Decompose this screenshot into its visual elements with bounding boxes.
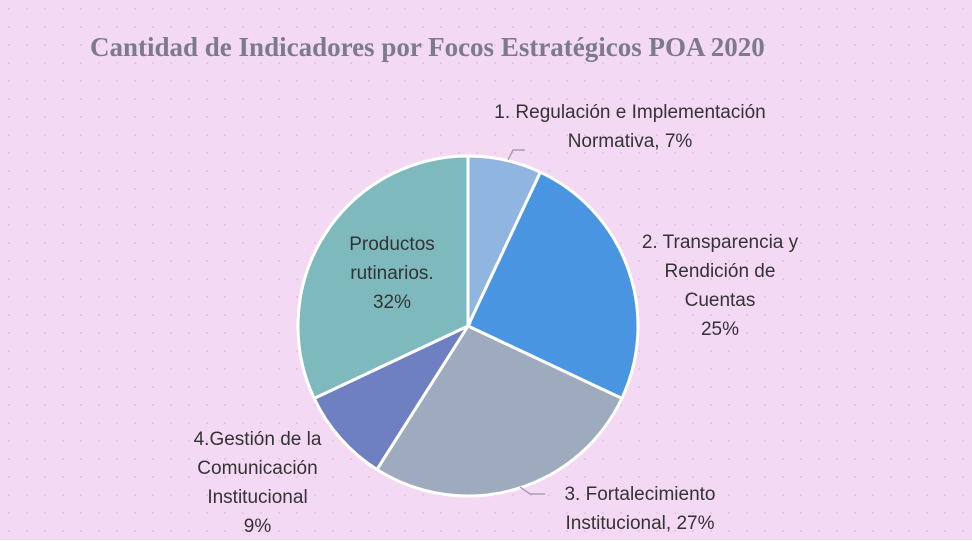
value-label: 25% — [700, 319, 740, 340]
category-label: Productos rutinarios. — [349, 234, 435, 284]
pie-slice — [466, 170, 640, 401]
chart-title: Cantidad de Indicadores por Focos Estrat… — [90, 32, 765, 62]
value-label: 7% — [664, 131, 693, 152]
pie-slice — [312, 322, 473, 472]
leader-line — [519, 486, 545, 495]
pie-slice — [374, 324, 624, 498]
slice-label: 2. Transparencia y Rendición de Cuentas 2… — [630, 228, 810, 344]
slice-label: 4.Gestión de la Comunicación Institucion… — [175, 425, 340, 541]
category-label: 1. Regulación e Implementación Normativa… — [494, 102, 766, 152]
category-label: 2. Transparencia y Rendición de Cuentas — [641, 232, 799, 311]
value-label: 9% — [243, 516, 272, 537]
value-label: 32% — [372, 292, 412, 313]
slice-label: Productos rutinarios. 32% — [322, 230, 462, 317]
slice-label: 1. Regulación e Implementación Normativa… — [470, 98, 790, 156]
category-label: 4.Gestión de la Comunicación Institucion… — [193, 429, 322, 508]
leader-line — [507, 149, 525, 161]
category-label: 3. Fortalecimiento Institucional, — [564, 484, 716, 534]
pie-slice — [296, 154, 470, 401]
value-label: 27% — [676, 513, 715, 534]
slice-label: 3. Fortalecimiento Institucional, 27% — [540, 480, 740, 538]
